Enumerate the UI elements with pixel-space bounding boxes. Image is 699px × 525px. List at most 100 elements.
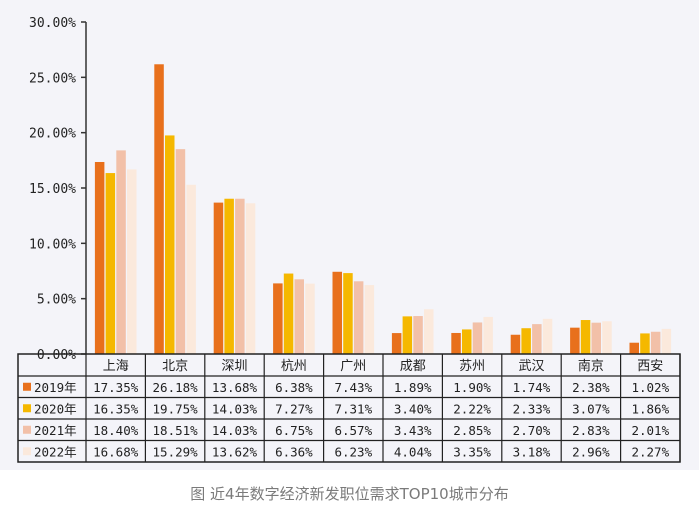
bar-2021年-西安 xyxy=(650,331,661,354)
table-cell-value: 2.85% xyxy=(453,423,491,438)
category-label: 上海 xyxy=(103,359,129,374)
table-cell-value: 15.29% xyxy=(153,444,199,459)
bar-2021年-南京 xyxy=(591,322,601,354)
category-label: 成都 xyxy=(400,359,426,374)
table-cell-value: 4.04% xyxy=(394,444,432,459)
y-axis: 0.00% 5.00% 10.00% 15.00% 20.00% 25.00% 30.00% xyxy=(29,16,87,363)
legend-swatch xyxy=(23,382,31,391)
bar-2021年-武汉 xyxy=(532,324,542,354)
bar-2019年-深圳 xyxy=(213,202,224,354)
y-tick-label: 10.00% xyxy=(29,237,76,252)
bar-2021年-苏州 xyxy=(472,322,483,354)
legend-label: 2022年 xyxy=(34,444,77,459)
bar-2021年-广州 xyxy=(353,281,364,354)
legend-label: 2021年 xyxy=(34,423,77,438)
table-cell-value: 18.51% xyxy=(153,423,199,438)
bar-2022年-苏州 xyxy=(483,316,493,354)
bar-2019年-成都 xyxy=(391,333,402,354)
bar-2020年-武汉 xyxy=(521,328,531,354)
bar-2020年-广州 xyxy=(343,273,353,354)
bar-2019年-上海 xyxy=(94,161,105,354)
table-cell-value: 6.23% xyxy=(334,444,372,459)
table-cell-value: 3.18% xyxy=(513,444,551,459)
table-cell-value: 7.31% xyxy=(334,401,372,416)
bar-2019年-杭州 xyxy=(273,283,283,354)
category-label: 西安 xyxy=(637,359,663,374)
table-cell-value: 3.35% xyxy=(453,444,491,459)
table-cell-value: 2.83% xyxy=(572,423,610,438)
table-cell-value: 16.68% xyxy=(93,444,139,459)
bar-2019年-广州 xyxy=(332,271,342,354)
table-cell-value: 7.27% xyxy=(275,401,313,416)
bar-2019年-南京 xyxy=(570,327,580,354)
bar-2020年-成都 xyxy=(402,316,413,354)
legend-swatch xyxy=(23,425,31,434)
y-tick-label: 0.00% xyxy=(37,348,76,363)
bar-2021年-成都 xyxy=(413,316,423,354)
legend-label: 2019年 xyxy=(34,380,77,395)
legend-label: 2020年 xyxy=(34,401,77,416)
table-cell-value: 1.89% xyxy=(394,380,432,395)
bar-2020年-深圳 xyxy=(224,198,234,354)
table-cell-value: 3.07% xyxy=(572,401,610,416)
table-cell-value: 2.38% xyxy=(572,380,610,395)
legend-swatch xyxy=(23,447,31,456)
data-table: 上海 北京 深圳 杭州 广州 成都 苏州 武汉 南京 西安 2019年 17.35% 26.18% 13.… xyxy=(17,353,681,463)
table-cell-value: 2.22% xyxy=(453,401,491,416)
bar-2020年-上海 xyxy=(105,173,116,354)
y-tick-label: 20.00% xyxy=(29,127,76,142)
bar-2022年-北京 xyxy=(186,184,196,354)
bar-2020年-杭州 xyxy=(283,273,294,354)
bar-2019年-武汉 xyxy=(510,334,521,354)
table-cell-value: 6.75% xyxy=(275,423,313,438)
table-cell-value: 6.57% xyxy=(334,423,372,438)
category-label: 深圳 xyxy=(221,359,247,374)
category-label: 广州 xyxy=(340,359,366,374)
bar-2022年-成都 xyxy=(424,309,434,354)
bar-2019年-北京 xyxy=(154,64,164,355)
y-tick-label: 30.00% xyxy=(29,16,76,31)
legend-swatch xyxy=(23,404,31,413)
bar-2021年-上海 xyxy=(116,150,126,354)
table-cell-value: 13.68% xyxy=(212,380,258,395)
table-cell-value: 1.74% xyxy=(513,380,551,395)
table-cell-value: 2.96% xyxy=(572,444,610,459)
table-cell-value: 2.70% xyxy=(513,423,551,438)
category-label: 北京 xyxy=(162,359,188,374)
table-cell-value: 14.03% xyxy=(212,401,258,416)
y-tick-label: 25.00% xyxy=(29,71,76,86)
table-cell-value: 1.86% xyxy=(631,401,669,416)
figure-caption: 图 近4年数字经济新发职位需求TOP10城市分布 xyxy=(190,485,509,503)
y-tick-label: 5.00% xyxy=(37,293,76,308)
table-cell-value: 18.40% xyxy=(93,423,139,438)
table-cell-value: 17.35% xyxy=(93,380,139,395)
bar-2022年-上海 xyxy=(127,169,137,354)
bar-2022年-南京 xyxy=(602,321,612,354)
bar-2022年-西安 xyxy=(661,328,672,354)
bar-2021年-杭州 xyxy=(294,279,304,354)
bar-2020年-北京 xyxy=(165,135,175,354)
bar-2020年-苏州 xyxy=(462,329,472,354)
table-cell-value: 3.43% xyxy=(394,423,432,438)
table-cell-value: 26.18% xyxy=(153,380,199,395)
category-label: 南京 xyxy=(578,358,604,374)
table-cell-value: 3.40% xyxy=(394,401,432,416)
table-cell-value: 7.43% xyxy=(334,380,372,395)
bar-2022年-杭州 xyxy=(305,283,315,354)
bar-2021年-北京 xyxy=(175,149,186,354)
bar-2019年-苏州 xyxy=(451,332,461,354)
bar-2022年-武汉 xyxy=(542,318,553,354)
bar-2019年-西安 xyxy=(629,342,639,354)
table-cell-value: 1.02% xyxy=(631,380,669,395)
bar-2022年-广州 xyxy=(364,285,375,354)
table-cell-value: 2.27% xyxy=(631,444,669,459)
bar-2020年-西安 xyxy=(640,333,650,354)
table-cell-value: 6.38% xyxy=(275,380,313,395)
bar-2021年-深圳 xyxy=(235,198,245,354)
bar-2022年-深圳 xyxy=(245,203,256,354)
table-cell-value: 16.35% xyxy=(93,401,139,416)
table-cell-value: 2.33% xyxy=(513,401,551,416)
category-label: 武汉 xyxy=(518,359,544,374)
table-cell-value: 2.01% xyxy=(631,423,669,438)
